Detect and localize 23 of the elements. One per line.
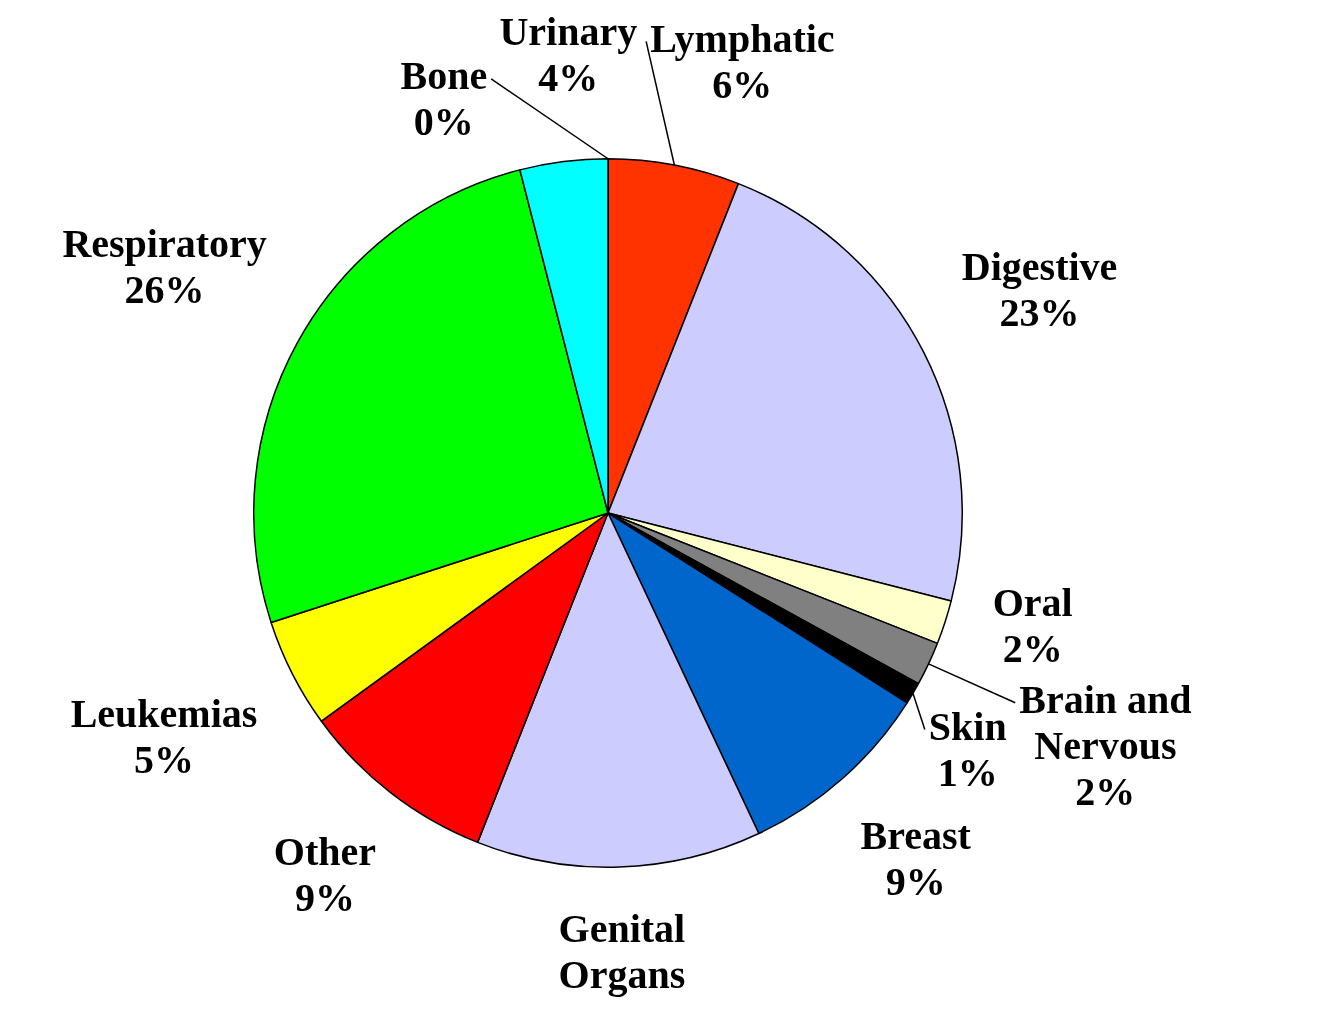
data-label: 23% <box>999 290 1080 336</box>
slice-label: Lymphatic <box>650 15 835 61</box>
text: 0% <box>413 99 474 145</box>
data-label: 2% <box>1002 626 1063 672</box>
slice-label: Other <box>273 829 376 875</box>
slice-label: Brain and Nervous <box>1019 677 1192 769</box>
slice-label: Respiratory <box>62 220 267 266</box>
slice-label: Oral <box>992 580 1073 626</box>
slice-label: Urinary <box>499 9 638 55</box>
data-label: 4% <box>538 55 599 101</box>
slice-label: Breast <box>860 813 972 859</box>
data-label: 2% <box>1075 769 1136 815</box>
slice-label: Skin <box>928 703 1007 749</box>
slice-label: Digestive <box>961 244 1118 290</box>
data-label: 9% <box>294 875 355 921</box>
data-label: 26% <box>124 266 205 312</box>
data-label: 5% <box>134 736 195 782</box>
slice-label: Genital Organs <box>558 906 686 998</box>
data-label: 1% <box>937 749 998 795</box>
data-label: 9% <box>885 859 946 905</box>
category-label: Bone <box>400 53 488 99</box>
data-label: 6% <box>712 61 773 107</box>
slice-label: Leukemias <box>70 690 258 736</box>
